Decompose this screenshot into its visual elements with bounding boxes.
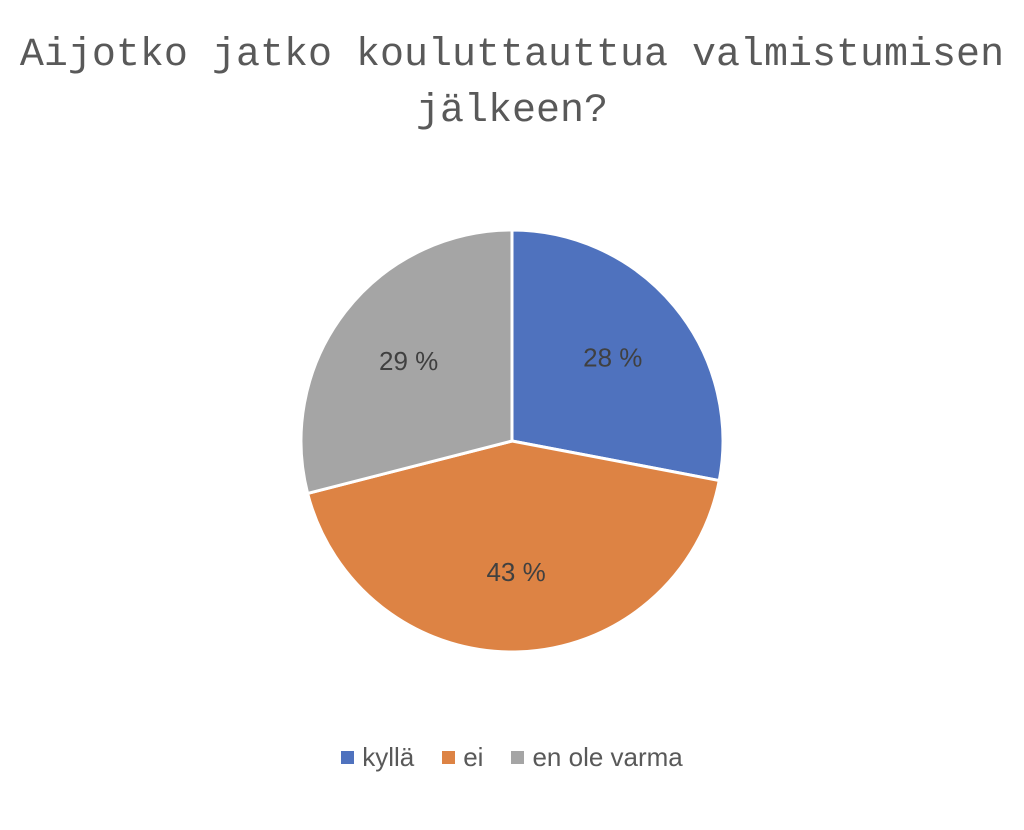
chart-title: Aijotko jatko kouluttauttua valmistumise… [0, 28, 1024, 140]
pie-slice-labels: 28 % 43 % 29 % [379, 343, 642, 587]
pie-slice-0 [510, 228, 725, 483]
legend-label-0: kyllä [362, 742, 415, 772]
legend-label-2: en ole varma [532, 742, 683, 772]
pie-slice-1 [306, 439, 721, 654]
pie-slice-2 [299, 228, 514, 495]
chart-title-line-2: jälkeen? [415, 89, 609, 134]
legend-swatch-2 [511, 751, 525, 764]
legend-item-1: ei [442, 742, 483, 773]
legend-swatch-1 [442, 751, 456, 764]
slice-label-1: 43 % [486, 557, 545, 587]
slice-label-2: 29 % [379, 346, 438, 376]
pie-slices [299, 228, 725, 654]
legend-label-1: ei [463, 742, 484, 772]
chart-title-line-1: Aijotko jatko kouluttauttua valmistumise… [19, 33, 1005, 78]
legend-item-0: kyllä [341, 742, 414, 773]
legend-item-2: en ole varma [511, 742, 683, 773]
slice-label-0: 28 % [583, 343, 642, 373]
legend-swatch-0 [341, 751, 355, 764]
legend: kyllä ei en ole varma [0, 742, 1024, 773]
